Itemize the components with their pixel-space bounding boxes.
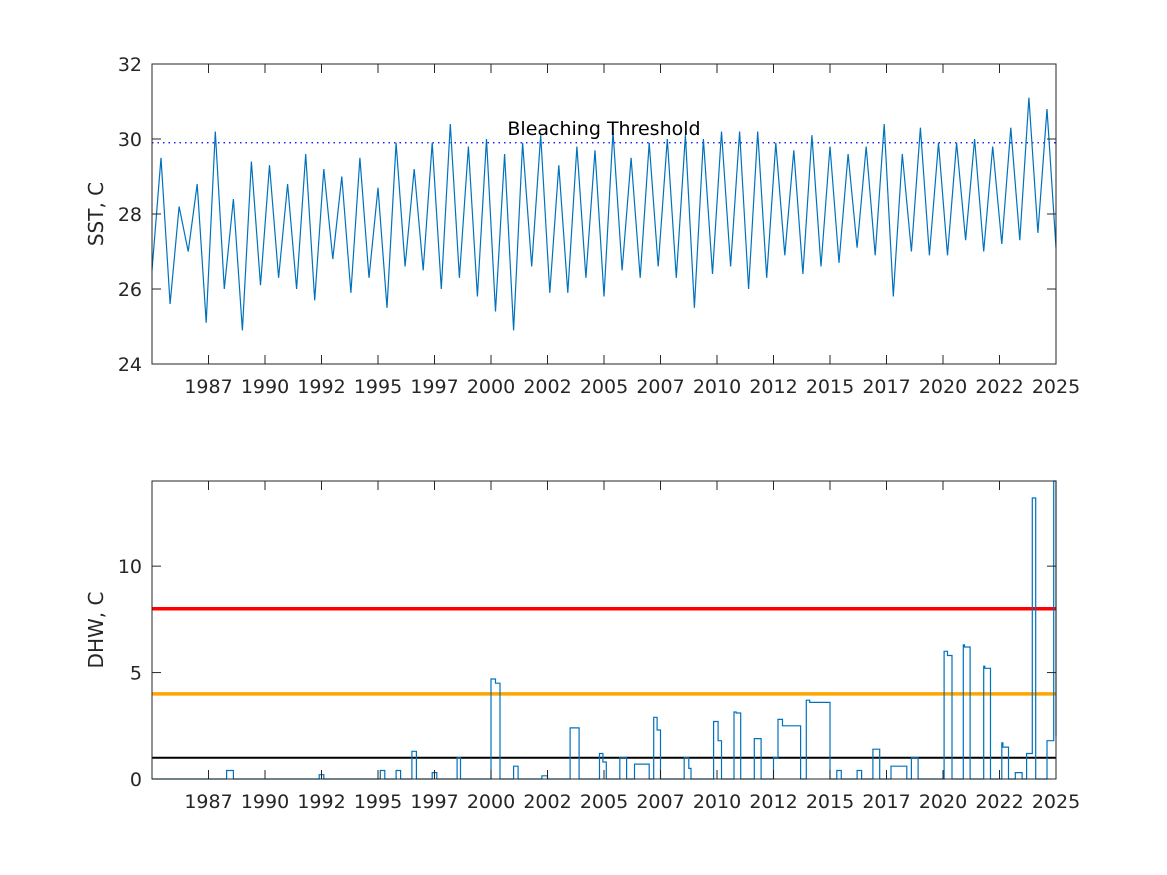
y-tick-label: 24 [118,354,142,376]
x-tick-label: 1987 [184,791,232,813]
x-tick-label: 1997 [410,376,458,398]
x-tick-label: 2005 [580,791,628,813]
x-tick-label: 2025 [1032,376,1080,398]
x-tick-label: 1992 [297,376,345,398]
x-tick-label: 2000 [467,376,515,398]
sst-x-ticks: 1987 1990 1992 1995 1997 2000 2002 2005 2007 2010… [184,64,1080,398]
x-tick-label: 2007 [636,791,684,813]
x-tick-label: 1992 [297,791,345,813]
dhw-reference-lines [152,606,1056,759]
x-tick-label: 2002 [523,376,571,398]
bleaching-threshold-label: Bleaching Threshold [507,118,700,140]
x-tick-label: 2010 [693,791,741,813]
x-tick-label: 1995 [354,791,402,813]
dhw-line [152,480,1057,780]
dhw-axes-box [151,480,1057,780]
x-tick-label: 1987 [184,376,232,398]
x-tick-label: 2000 [467,791,515,813]
y-tick-label: 0 [130,769,142,791]
y-tick-label: 26 [118,279,142,301]
x-tick-label: 2007 [636,376,684,398]
x-tick-label: 2015 [806,791,854,813]
x-tick-label: 1997 [410,791,458,813]
y-tick-label: 10 [118,556,142,578]
sst-axes-box [151,63,1057,365]
dhw-y-ticks: 0 5 10 [118,556,1056,791]
x-tick-label: 2022 [975,791,1023,813]
x-tick-label: 2012 [749,791,797,813]
sst-y-axis-label: SST, C [84,182,108,246]
x-tick-label: 2022 [975,376,1023,398]
x-tick-label: 2017 [862,376,910,398]
x-tick-label: 1990 [241,791,289,813]
y-tick-label: 32 [118,54,142,76]
dhw-axes: 0 5 10 1987 1990 1992 1995 1997 2000 2002 2005 200… [84,480,1080,813]
x-tick-label: 2020 [919,376,967,398]
dhw-x-ticks: 1987 1990 1992 1995 1997 2000 2002 2005 2007 2010… [184,481,1080,813]
x-tick-label: 1995 [354,376,402,398]
dhw-y-axis-label: DHW, C [84,592,108,669]
y-tick-label: 5 [130,663,142,685]
x-tick-label: 2025 [1032,791,1080,813]
x-tick-label: 2015 [806,376,854,398]
x-tick-label: 2005 [580,376,628,398]
x-tick-label: 2020 [919,791,967,813]
sst-y-ticks: 24 26 28 30 32 [118,54,1056,376]
sst-line [151,97,1057,331]
x-tick-label: 2010 [693,376,741,398]
dhw-series [152,480,1057,780]
x-tick-label: 2002 [523,791,571,813]
y-tick-label: 28 [118,204,142,226]
x-tick-label: 2017 [862,791,910,813]
y-tick-label: 30 [118,129,142,151]
sst-series [151,97,1057,331]
x-tick-label: 2012 [749,376,797,398]
x-tick-label: 1990 [241,376,289,398]
